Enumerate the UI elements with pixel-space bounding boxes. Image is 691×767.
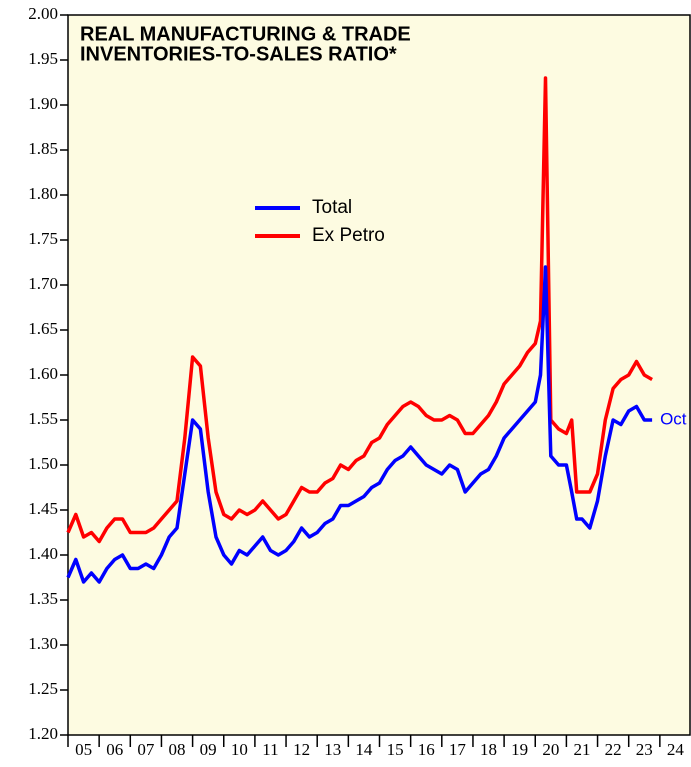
x-tick-label: 06 — [106, 740, 123, 759]
x-tick-label: 07 — [137, 740, 155, 759]
y-tick-label: 1.95 — [28, 49, 58, 68]
chart-title: REAL MANUFACTURING & TRADE — [80, 23, 411, 45]
x-tick-label: 13 — [324, 740, 341, 759]
y-tick-label: 1.45 — [28, 499, 58, 518]
y-tick-label: 1.70 — [28, 274, 58, 293]
x-tick-label: 23 — [636, 740, 653, 759]
legend-label: Total — [312, 197, 352, 218]
y-tick-label: 1.30 — [28, 634, 58, 653]
y-tick-label: 2.00 — [28, 4, 58, 23]
x-tick-label: 18 — [480, 740, 497, 759]
line-series — [66, 76, 653, 544]
legend-label: Ex Petro — [312, 225, 385, 246]
y-tick-label: 1.60 — [28, 364, 58, 383]
x-tick-label: 24 — [667, 740, 685, 759]
y-tick-label: 1.75 — [28, 229, 58, 248]
x-tick-label: 21 — [573, 740, 590, 759]
x-tick-label: 20 — [542, 740, 559, 759]
x-tick-label: 19 — [511, 740, 528, 759]
x-tick-label: 22 — [605, 740, 622, 759]
x-tick-label: 12 — [293, 740, 310, 759]
y-tick-label: 1.80 — [28, 184, 58, 203]
y-tick-label: 1.55 — [28, 409, 58, 428]
x-tick-label: 17 — [449, 740, 467, 759]
y-tick-label: 1.85 — [28, 139, 58, 158]
x-tick-label: 11 — [262, 740, 278, 759]
x-tick-label: 10 — [231, 740, 248, 759]
y-tick-label: 1.50 — [28, 454, 58, 473]
y-tick-label: 1.40 — [28, 544, 58, 563]
line-series — [66, 265, 653, 584]
y-tick-label: 1.35 — [28, 589, 58, 608]
x-tick-label: 16 — [418, 740, 435, 759]
x-tick-label: 08 — [169, 740, 186, 759]
x-tick-label: 14 — [355, 740, 373, 759]
annotation: Oct — [660, 409, 687, 428]
plot-area — [67, 14, 691, 736]
x-tick-label: 05 — [75, 740, 92, 759]
y-tick-label: 1.20 — [28, 724, 58, 743]
y-tick-label: 1.65 — [28, 319, 58, 338]
x-tick-label: 15 — [387, 740, 404, 759]
y-tick-label: 1.25 — [28, 679, 58, 698]
y-tick-label: 1.90 — [28, 94, 58, 113]
chart-title: INVENTORIES-TO-SALES RATIO* — [80, 43, 397, 65]
x-tick-label: 09 — [200, 740, 217, 759]
